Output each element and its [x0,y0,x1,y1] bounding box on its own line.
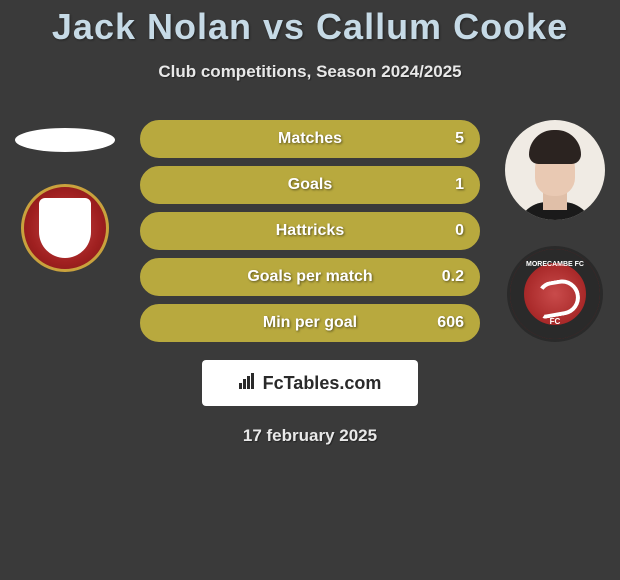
right-club-crest: MORECAMBE FC FC [507,246,603,342]
right-club-label-top: MORECAMBE FC [524,261,586,269]
page-title: Jack Nolan vs Callum Cooke [0,0,620,48]
bar-chart-icon [239,373,257,394]
comparison-area: MORECAMBE FC FC Matches 5 Goals 1 Hattri… [0,120,620,342]
left-player-column [10,120,120,272]
stat-label: Hattricks [276,222,344,240]
stat-row-matches: Matches 5 [140,120,480,158]
left-club-crest [21,184,109,272]
stat-label: Matches [278,130,342,148]
branding-badge[interactable]: FcTables.com [202,360,418,406]
branding-text: FcTables.com [263,373,382,394]
stat-row-goals: Goals 1 [140,166,480,204]
stat-row-min-per-goal: Min per goal 606 [140,304,480,342]
date-text: 17 february 2025 [0,426,620,446]
stat-row-hattricks: Hattricks 0 [140,212,480,250]
right-player-column: MORECAMBE FC FC [500,120,610,342]
stat-row-goals-per-match: Goals per match 0.2 [140,258,480,296]
left-player-avatar [15,128,115,152]
left-club-crest-shield [39,198,91,258]
stat-right-value: 0 [455,222,464,240]
stat-right-value: 5 [455,130,464,148]
page-subtitle: Club competitions, Season 2024/2025 [0,62,620,82]
right-club-label-bottom: FC [550,318,561,327]
right-player-avatar [505,120,605,220]
stat-right-value: 1 [455,176,464,194]
stats-bars: Matches 5 Goals 1 Hattricks 0 Goals per … [140,120,480,342]
stat-label: Min per goal [263,314,357,332]
stat-label: Goals per match [247,268,372,286]
stat-label: Goals [288,176,332,194]
stat-right-value: 606 [437,314,464,332]
stat-right-value: 0.2 [442,268,464,286]
shrimp-icon [532,274,578,314]
